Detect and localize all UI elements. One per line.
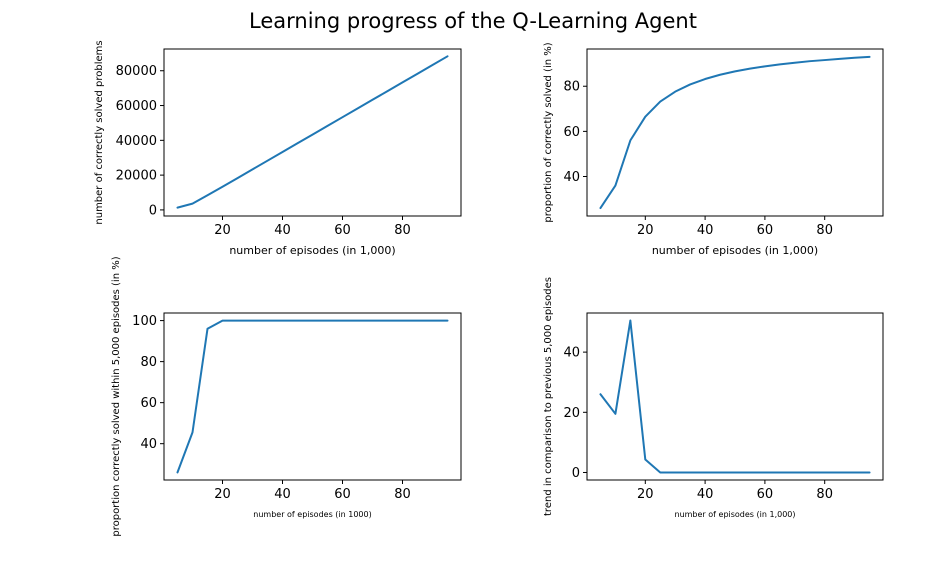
y-tick-label: 40000 <box>116 134 157 149</box>
y-tick-label: 0 <box>149 203 157 218</box>
x-tick-label: 20 <box>214 223 231 238</box>
y-tick-label: 60 <box>140 396 157 411</box>
x-tick-label: 40 <box>697 223 714 238</box>
y-tick-label: 60 <box>563 125 580 140</box>
y-axis-label: proportion correctly solved within 5,000… <box>111 256 122 536</box>
series-line <box>176 55 449 209</box>
axes-frame <box>163 48 462 217</box>
y-tick-label: 60000 <box>116 99 157 114</box>
x-tick-label: 60 <box>334 487 351 502</box>
x-axis-label: number of episodes (in 1000) <box>253 510 371 519</box>
series-line <box>176 319 449 474</box>
x-axis-label: number of episodes (in 1,000) <box>652 244 818 257</box>
x-tick-label: 40 <box>274 223 291 238</box>
series-line <box>599 55 871 210</box>
figure-title: Learning progress of the Q-Learning Agen… <box>249 9 697 33</box>
y-axis-label: trend in comparison to previous 5,000 ep… <box>543 277 554 516</box>
x-tick-label: 80 <box>816 223 833 238</box>
axes-frame <box>586 312 884 481</box>
x-tick-label: 20 <box>214 487 231 502</box>
y-tick-label: 0 <box>572 466 580 481</box>
y-tick-label: 80 <box>563 80 580 95</box>
axes-frame <box>586 48 884 217</box>
series-line <box>599 319 871 474</box>
y-tick-label: 20000 <box>116 169 157 184</box>
y-tick-label: 20 <box>563 406 580 421</box>
x-axis-label: number of episodes (in 1,000) <box>675 510 796 519</box>
axes-frame <box>163 312 462 481</box>
y-tick-label: 100 <box>132 314 157 329</box>
y-tick-label: 80000 <box>116 64 157 79</box>
x-tick-label: 60 <box>334 223 351 238</box>
subplot-2: 20 40 60 80 40 60 80 number of episodes (in 1,0… <box>543 42 884 257</box>
x-tick-label: 40 <box>697 487 714 502</box>
x-tick-label: 20 <box>637 487 654 502</box>
subplot-3: 20 40 60 80 40 60 80 100 number of episodes (in … <box>111 256 462 537</box>
subplots: 20 40 60 80 0 20000 40000 60000 80000 number of e… <box>94 40 884 537</box>
y-axis-label: proportion of correctly solved (in %) <box>543 42 554 222</box>
x-tick-label: 20 <box>637 223 654 238</box>
x-tick-label: 80 <box>394 487 411 502</box>
subplot-4: 20 40 60 80 0 20 40 number of episodes (in 1,00… <box>543 277 884 519</box>
x-tick-label: 80 <box>816 487 833 502</box>
x-axis-label: number of episodes (in 1,000) <box>229 244 395 257</box>
x-tick-label: 60 <box>757 223 774 238</box>
subplot-1: 20 40 60 80 0 20000 40000 60000 80000 number of e… <box>94 40 462 257</box>
x-tick-label: 60 <box>757 487 774 502</box>
y-tick-label: 40 <box>140 437 157 452</box>
x-tick-label: 80 <box>394 223 411 238</box>
y-tick-label: 80 <box>140 355 157 370</box>
y-axis-label: number of correctly solved problems <box>94 40 105 224</box>
y-tick-label: 40 <box>563 346 580 361</box>
y-tick-label: 40 <box>563 170 580 185</box>
x-tick-label: 40 <box>274 487 291 502</box>
